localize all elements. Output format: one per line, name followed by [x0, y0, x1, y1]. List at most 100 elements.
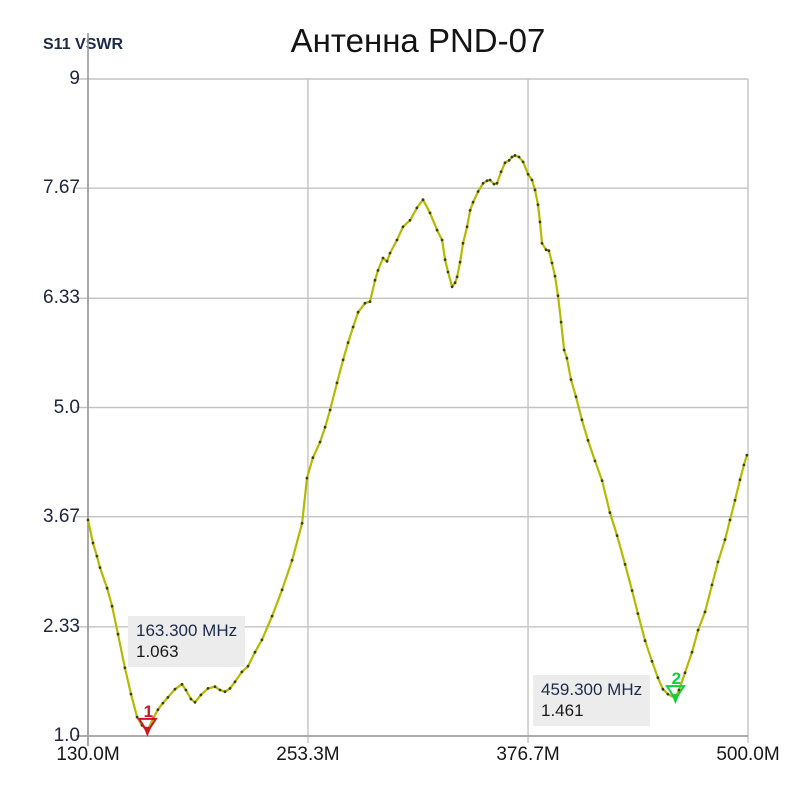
trace-point: [135, 715, 139, 719]
trace-point: [710, 583, 714, 587]
trace-point: [116, 632, 120, 636]
trace-point: [683, 671, 687, 675]
trace-point: [553, 274, 557, 278]
trace-point: [656, 676, 660, 680]
trace-point: [443, 258, 447, 262]
trace-point: [510, 155, 514, 159]
trace-point: [246, 664, 250, 668]
y-tick-label: 7.67: [43, 177, 80, 199]
trace-point: [661, 687, 665, 691]
trace-point: [643, 639, 647, 643]
trace-point: [488, 178, 492, 182]
trace-point: [206, 687, 210, 690]
trace-point: [184, 688, 188, 692]
trace-point: [446, 270, 450, 274]
trace-point: [458, 260, 462, 264]
trace-point: [166, 696, 170, 699]
y-tick-label: 1.0: [53, 725, 80, 746]
trace-point: [533, 188, 537, 192]
trace-point: [373, 278, 377, 282]
trace-point: [461, 241, 465, 245]
trace-point: [381, 256, 385, 260]
trace-point: [270, 614, 274, 618]
marker-2-value: 1.461: [541, 701, 584, 720]
trace-point: [335, 381, 339, 385]
trace-point: [351, 325, 355, 329]
trace-point: [580, 418, 584, 422]
trace-point: [228, 687, 232, 690]
trace-point: [223, 690, 227, 694]
trace-point: [173, 687, 177, 691]
marker-2-tip-icon: [671, 694, 680, 705]
trace-point: [538, 220, 542, 224]
trace-point: [696, 628, 700, 632]
trace-point: [260, 638, 264, 642]
trace-point: [703, 610, 707, 614]
trace-point: [503, 161, 507, 165]
trace-point: [666, 692, 670, 696]
trace-point: [556, 294, 560, 298]
trace-point: [415, 206, 419, 210]
trace-format-label: S11 VSWR: [43, 36, 124, 53]
trace-point: [428, 211, 432, 215]
trace-point: [189, 697, 193, 701]
trace-point: [468, 209, 472, 212]
marker-2-number: 2: [672, 669, 681, 688]
trace-point: [536, 203, 540, 207]
trace-point: [376, 269, 380, 272]
y-tick-label: 3.67: [43, 505, 80, 527]
trace-point: [465, 225, 469, 229]
trace-point: [91, 541, 95, 545]
trace-point: [733, 498, 737, 502]
trace-point: [455, 275, 459, 279]
trace-point: [98, 566, 102, 569]
trace-point: [213, 685, 217, 689]
trace-point: [435, 228, 439, 232]
trace-point: [346, 341, 350, 344]
trace-point: [499, 170, 503, 174]
trace-point: [388, 251, 392, 255]
trace-point: [156, 708, 160, 712]
trace-point: [636, 612, 640, 615]
trace-point: [123, 666, 127, 670]
marker-2-frequency: 459.300 MHz: [541, 680, 643, 699]
marker-1-triangle-icon: [137, 717, 158, 734]
trace-point: [440, 238, 444, 242]
trace-point: [233, 680, 237, 684]
trace-point: [677, 688, 681, 692]
trace-point: [738, 478, 742, 482]
trace-point: [193, 700, 197, 704]
trace-point: [311, 456, 315, 459]
trace-point: [565, 356, 569, 360]
trace-point: [615, 534, 619, 537]
trace-point: [530, 178, 534, 182]
trace-point: [495, 181, 499, 185]
trace-point: [199, 693, 203, 697]
trace-point: [290, 558, 294, 562]
trace-point: [723, 538, 727, 542]
chart-title: Антенна PND-07: [290, 22, 546, 59]
trace-point: [240, 670, 244, 674]
trace-point: [650, 659, 654, 663]
trace-point: [323, 425, 327, 429]
y-tick-label: 2.33: [43, 615, 80, 637]
trace-point: [395, 238, 399, 242]
y-tick-label: 6.33: [43, 287, 80, 309]
trace-point: [623, 563, 627, 566]
trace-point: [517, 155, 521, 159]
trace-point: [105, 586, 109, 590]
trace-point: [453, 281, 457, 285]
trace-point: [450, 285, 454, 289]
y-tick-label: 5.0: [53, 396, 80, 418]
trace-point: [368, 300, 372, 303]
trace-point: [86, 518, 90, 522]
trace-point: [280, 588, 284, 592]
x-tick-label: 376.7M: [496, 744, 560, 765]
trace-point: [318, 440, 322, 444]
trace-point: [550, 261, 554, 265]
trace-point: [471, 200, 475, 204]
trace-point: [540, 241, 544, 245]
trace-point: [690, 650, 694, 654]
marker-1-value: 1.063: [136, 642, 179, 661]
